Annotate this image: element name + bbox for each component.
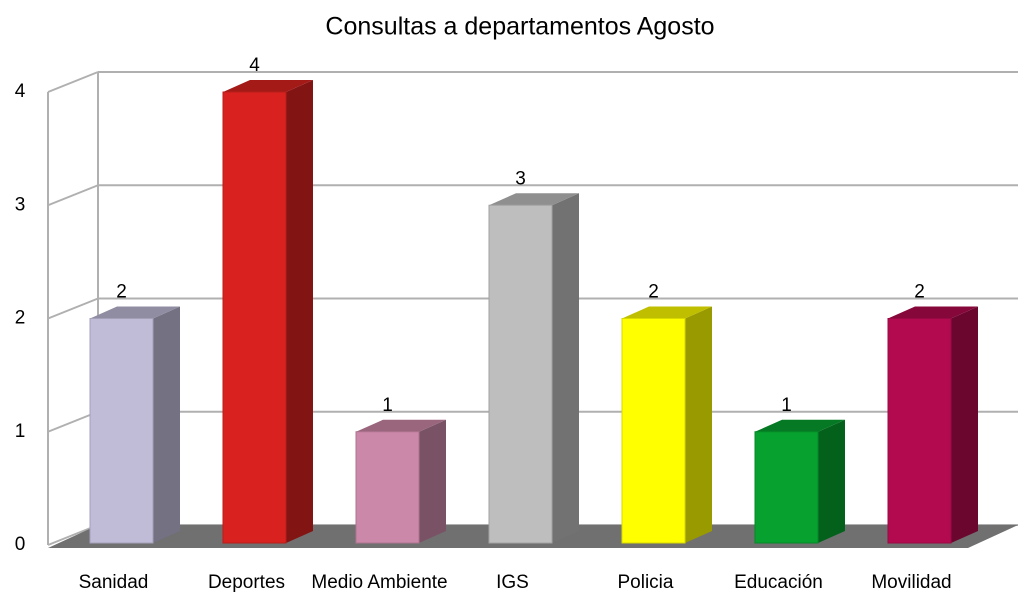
bar-front [89,318,154,544]
bar-side [153,306,180,543]
bar-top [755,419,845,432]
bar-top [356,419,446,432]
grid-line [47,297,99,320]
x-tick-label: IGS [496,572,529,593]
x-tick-label: Sanidad [79,572,149,593]
x-tick-label: Medio Ambiente [311,572,447,593]
bar-top [622,306,712,319]
bar-side [286,80,313,543]
grid-line [47,71,99,93]
value-label: 1 [781,395,792,416]
x-tick-label: Policia [618,572,674,593]
bar-front [887,318,952,544]
y-tick-label: 1 [15,421,26,442]
bar-side [419,419,446,543]
bar-top [90,306,180,319]
bar [89,306,180,544]
x-tick-label: Deportes [208,572,285,593]
value-label: 1 [382,395,393,416]
x-tick-label: Educación [734,572,823,593]
bar-front [621,318,686,544]
y-tick-label: 0 [15,534,26,555]
bar-side [685,306,712,543]
value-label: 4 [249,55,260,76]
bar-top [223,80,313,92]
bar [488,193,579,544]
grid-line [47,184,99,207]
value-label: 2 [914,282,925,303]
x-tick-label: Movilidad [871,572,951,593]
y-tick-label: 3 [15,194,26,215]
bar-side [818,419,845,543]
bar [621,306,712,544]
bar [887,306,978,544]
y-tick-label: 4 [15,81,26,102]
y-tick-label: 2 [15,308,26,329]
bar-front [754,431,819,544]
bar-top [489,193,579,206]
bar-front [222,91,287,544]
bar-front [355,431,420,544]
bar-side [552,193,579,543]
value-label: 3 [515,168,526,189]
bar [222,80,313,544]
bar-front [488,204,553,544]
bar-top [888,306,978,319]
bar [754,419,845,544]
bar [355,419,446,544]
value-label: 2 [116,282,127,303]
chart-title: Consultas a departamentos Agosto [325,13,714,41]
bar-side [951,306,978,543]
value-label: 2 [648,282,659,303]
